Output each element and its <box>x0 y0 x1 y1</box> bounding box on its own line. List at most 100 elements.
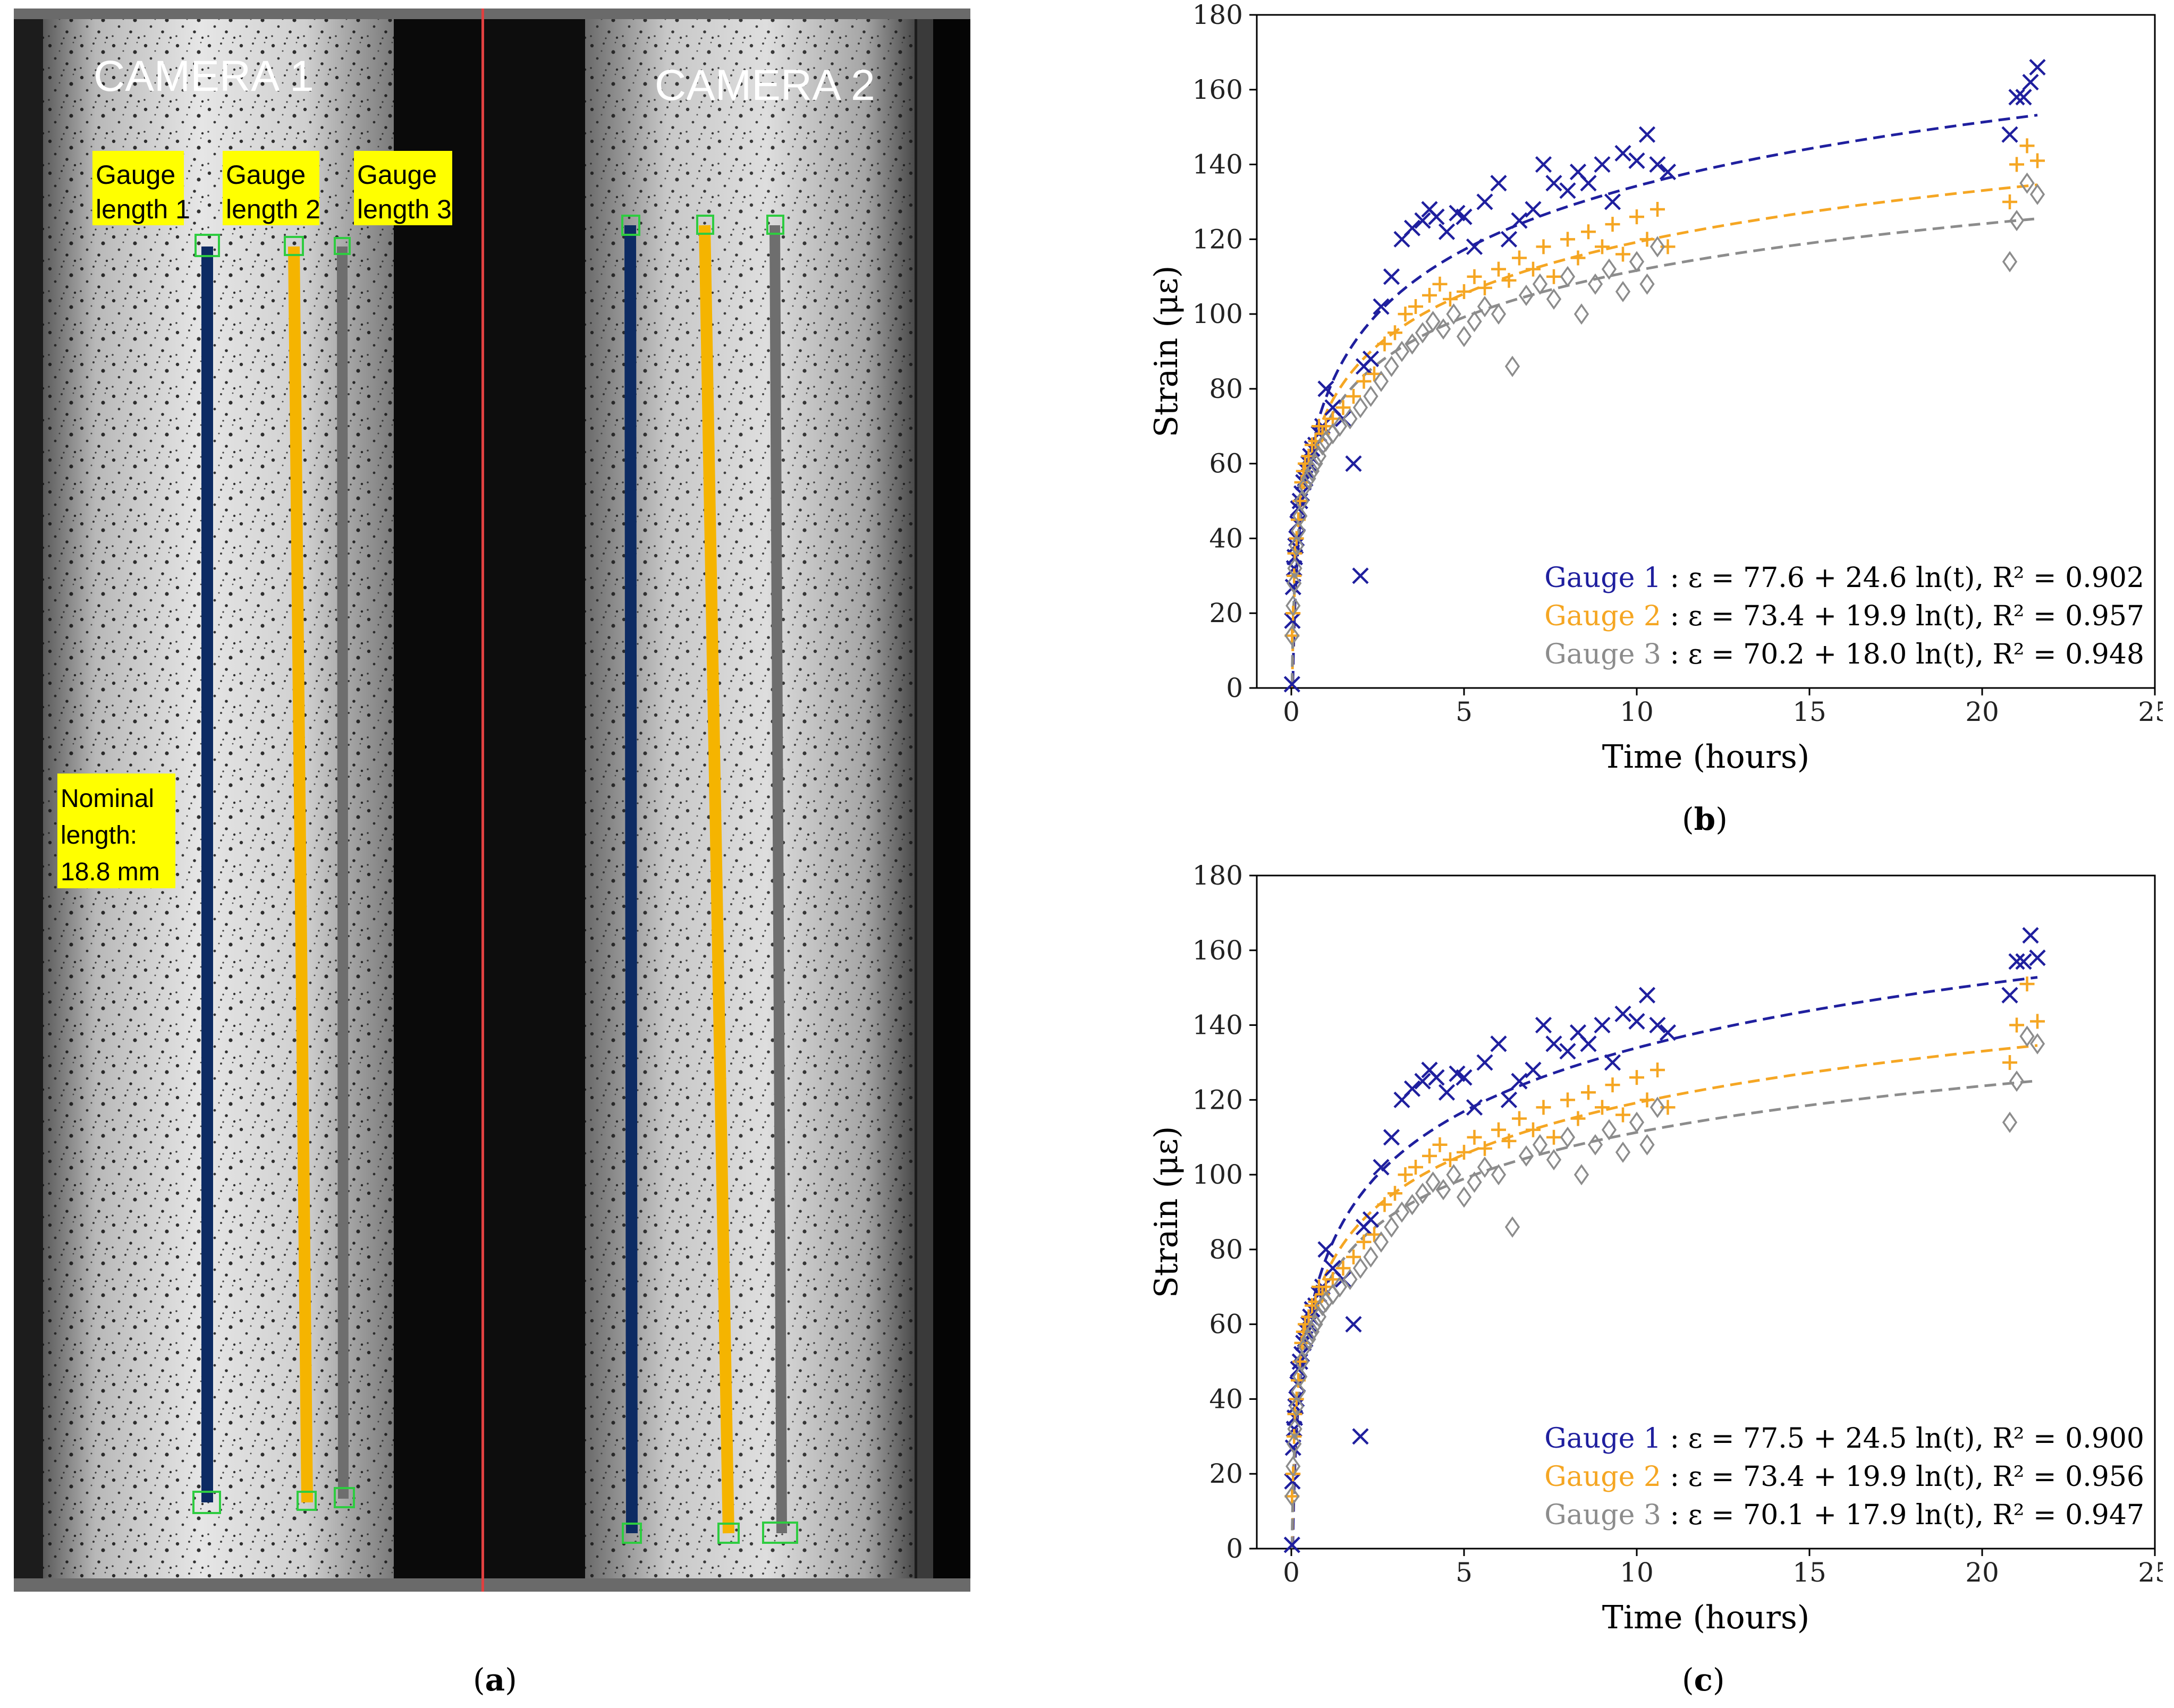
legend-series-name: Gauge 2 <box>1544 600 1661 632</box>
gauge-length-2-label: Gauge length 2 <box>223 151 320 225</box>
gauge-3-point <box>2029 1033 2045 1055</box>
caption-b-letter: b <box>1694 801 1716 837</box>
gauge-2-point <box>1335 400 1351 415</box>
gauge-3-point <box>1615 281 1631 302</box>
gauge-2-point <box>1629 1070 1644 1085</box>
legend-equation: : ε = 73.4 + 19.9 ln(t), R² = 0.956 <box>1661 1461 2144 1493</box>
photo-bottom-bar <box>14 1578 970 1592</box>
legend-entry-2: Gauge 2 : ε = 73.4 + 19.9 ln(t), R² = 0.… <box>1544 600 2144 632</box>
gauge-3-point <box>1601 1119 1617 1141</box>
y-tick-label: 160 <box>1192 74 1243 105</box>
gauge-3-point <box>1308 1313 1323 1335</box>
fit-curve-gauge-1 <box>1291 114 2038 683</box>
gauge-2-point <box>1377 336 1392 352</box>
gauge-3-point <box>1415 322 1431 344</box>
gauge-3-point <box>1297 1336 1313 1357</box>
strain-chart-b: 0 5 10 15 20 25 0 20 40 60 80 100 120 140 160 180 Time (… <box>1148 0 2163 776</box>
x-tick-label: 0 <box>1283 1557 1300 1588</box>
camera1-label: CAMERA 1 <box>94 52 314 100</box>
y-tick-label: 20 <box>1209 598 1243 628</box>
gauge-1-point <box>1438 1084 1456 1101</box>
x-tick-label: 5 <box>1456 696 1473 727</box>
camera1-gauge3-line <box>337 246 349 1499</box>
gauge-2-point <box>1432 1137 1448 1152</box>
gauge-2-point <box>1443 291 1458 307</box>
gauge-1-point <box>1490 175 1507 192</box>
x-tick-label: 15 <box>1792 1557 1826 1588</box>
gauge-1-point <box>1403 1080 1421 1097</box>
marker-c1-g2-bottom <box>297 1491 317 1511</box>
marker-c1-g3-top <box>334 237 351 255</box>
y-tick-label: 80 <box>1209 373 1243 404</box>
gauge-2-point <box>1560 1092 1575 1108</box>
gauge-length-1-label: Gauge length 1 <box>92 151 190 225</box>
caption-b: (b) <box>1682 801 1728 837</box>
gauge-2-point <box>1284 628 1300 643</box>
gauge-1-point <box>1317 380 1334 397</box>
gauge-1-point <box>1649 1016 1666 1034</box>
gauge-1-point <box>2029 58 2046 76</box>
caption-a: (a) <box>473 1662 517 1698</box>
legend-entry-3: Gauge 3 : ε = 70.2 + 18.0 ln(t), R² = 0.… <box>1544 639 2144 670</box>
gauge-1-point <box>1500 231 1518 248</box>
marker-c2-g2-bottom <box>717 1523 740 1544</box>
x-tick-label: 15 <box>1792 696 1826 727</box>
gauge-2-point <box>2019 138 2035 154</box>
gauge-3-point <box>1639 273 1655 295</box>
gauge-1-point <box>1525 201 1542 218</box>
gauge-2-point <box>1639 1092 1655 1108</box>
gauge-2-point <box>1660 239 1676 254</box>
gauge-3-point <box>1587 273 1603 295</box>
gauge-2-point <box>1346 388 1361 404</box>
gauge-2-point <box>1512 1111 1527 1126</box>
gauge-3-point <box>1352 397 1368 419</box>
legend-entry-3: Gauge 3 : ε = 70.1 + 17.9 ln(t), R² = 0.… <box>1544 1499 2144 1531</box>
y-tick-label: 0 <box>1226 1533 1243 1564</box>
y-axis-label: Strain (με) <box>1148 1126 1185 1298</box>
gauge-2-point <box>2030 153 2045 168</box>
legend-series-name: Gauge 1 <box>1544 562 1661 594</box>
y-tick-label: 0 <box>1226 673 1243 703</box>
legend-entry-2: Gauge 2 : ε = 73.4 + 19.9 ln(t), R² = 0.… <box>1544 1461 2144 1493</box>
gauge2-label-line1: Gauge <box>226 160 306 190</box>
gauge-3-point <box>1294 490 1309 512</box>
plot-frame <box>1256 874 2156 1550</box>
camera1-shadow <box>394 19 489 1578</box>
gauge-2-point <box>2009 1017 2024 1033</box>
gauge-3-point <box>1289 535 1304 557</box>
gauge-2-point <box>1595 239 1610 254</box>
gauge-2-point <box>1491 261 1506 277</box>
gauge-1-point <box>1559 1043 1576 1060</box>
gauge-3-point <box>1615 1141 1631 1163</box>
photo-top-bar <box>14 9 970 19</box>
gauge-3-point <box>1546 288 1562 310</box>
x-tick-label: 0 <box>1283 696 1300 727</box>
gauge-1-point <box>1283 1536 1300 1553</box>
gauge-2-point <box>1398 1167 1413 1183</box>
marker-c1-g3-bottom <box>334 1487 355 1508</box>
gauge-3-point <box>1301 1328 1316 1350</box>
x-tick-label: 5 <box>1456 1557 1473 1588</box>
gauge-3-point <box>1491 303 1507 325</box>
gauge-3-point <box>1467 1171 1482 1193</box>
gauge-3-point <box>1290 1381 1306 1403</box>
x-tick-label: 20 <box>1965 1557 1999 1588</box>
gauge-1-point <box>1580 175 1597 192</box>
gauge-1-point <box>2022 74 2039 91</box>
gauge-3-point <box>1284 625 1300 647</box>
gauge-3-point <box>2009 1070 2025 1092</box>
gauge-1-point <box>1535 1016 1552 1034</box>
gauge-1-point <box>1456 1069 1473 1086</box>
gauge-2-point <box>1477 280 1492 295</box>
nominal-label-line3: 18.8 mm <box>61 858 160 886</box>
gauge-3-point <box>1456 326 1472 347</box>
gauge-3-point <box>1518 284 1534 306</box>
y-tick-label: 140 <box>1192 1010 1243 1041</box>
gauge-3-point <box>1425 1171 1441 1193</box>
gauge-3-point <box>1292 505 1308 527</box>
gauge-2-point <box>1335 1261 1351 1276</box>
gauge-2-point <box>1457 1144 1471 1160</box>
gauge-3-point <box>1294 1351 1309 1373</box>
gauge-2-point <box>1536 1100 1551 1115</box>
gauge-1-point <box>1511 212 1528 229</box>
